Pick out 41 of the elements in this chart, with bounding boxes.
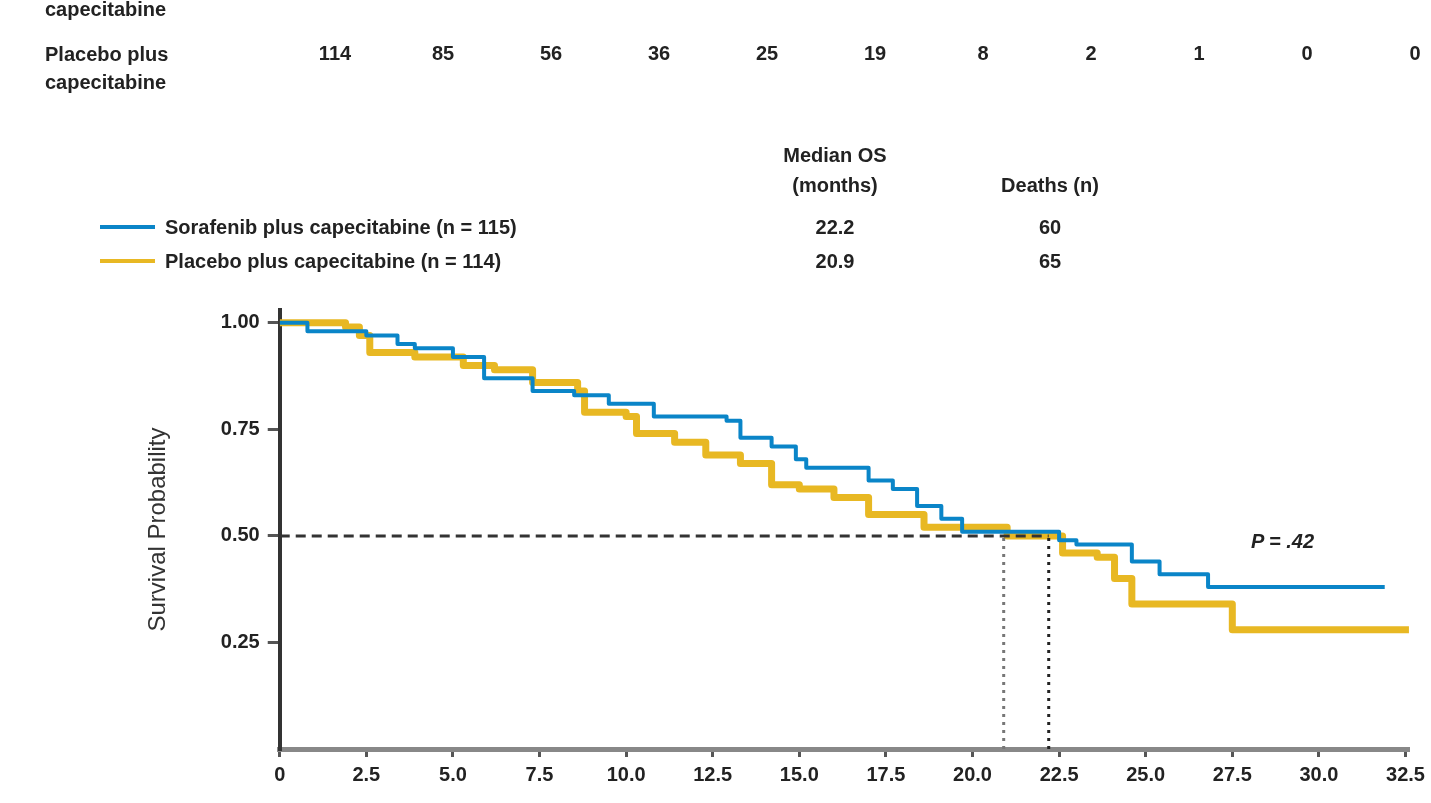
text: 19: [862, 42, 888, 65]
legend-label: Placebo plus capecitabine (n = 114): [165, 249, 502, 273]
text: 25: [754, 42, 780, 65]
text: 60: [1037, 215, 1063, 240]
text: 114: [317, 42, 353, 65]
x-tick-label: 5.0: [439, 762, 467, 785]
text: 56: [538, 42, 564, 65]
text: Placebo plus capecitabine: [45, 42, 170, 95]
x-tick-label: 0: [274, 762, 286, 785]
text: 36: [646, 42, 672, 65]
x-tick-label: 17.5: [866, 762, 906, 785]
y-tick-label: 0.25: [220, 629, 260, 652]
x-tick-label: 2.5: [352, 762, 381, 785]
legend-label: Sorafenib plus capecitabine (n = 115): [165, 215, 517, 239]
text: 65: [1037, 249, 1063, 274]
x-tick-label: 7.5: [525, 762, 554, 785]
y-tick-label: 0.75: [220, 416, 260, 439]
annotation: P = .42: [1250, 530, 1315, 553]
text: 20.9: [814, 249, 856, 274]
text: capecitabine: [45, 0, 167, 21]
text: 1: [1192, 42, 1206, 65]
x-tick-label: 10.0: [606, 762, 646, 785]
text: 22.2: [814, 215, 856, 240]
text: Median OS (months): [782, 143, 888, 198]
y-tick-label: 1.00: [220, 310, 260, 333]
x-tick-label: 32.5: [1386, 762, 1425, 785]
x-tick-label: 20.0: [953, 762, 992, 785]
x-tick-label: 30.0: [1299, 762, 1339, 785]
text: 2: [1084, 42, 1098, 65]
text: 0: [1300, 42, 1314, 65]
x-tick-label: 15.0: [779, 762, 819, 785]
x-tick-label: 22.5: [1039, 762, 1079, 785]
y-axis-title: Survival Probability: [143, 427, 171, 632]
text: 85: [430, 42, 456, 65]
x-tick-label: 25.0: [1126, 762, 1166, 785]
text: 0: [1408, 42, 1422, 65]
y-tick-label: 0.50: [220, 523, 260, 546]
text: 8: [976, 42, 990, 65]
text: Deaths (n): [1000, 173, 1100, 198]
x-tick-label: 27.5: [1212, 762, 1252, 785]
x-tick-label: 12.5: [693, 762, 733, 785]
